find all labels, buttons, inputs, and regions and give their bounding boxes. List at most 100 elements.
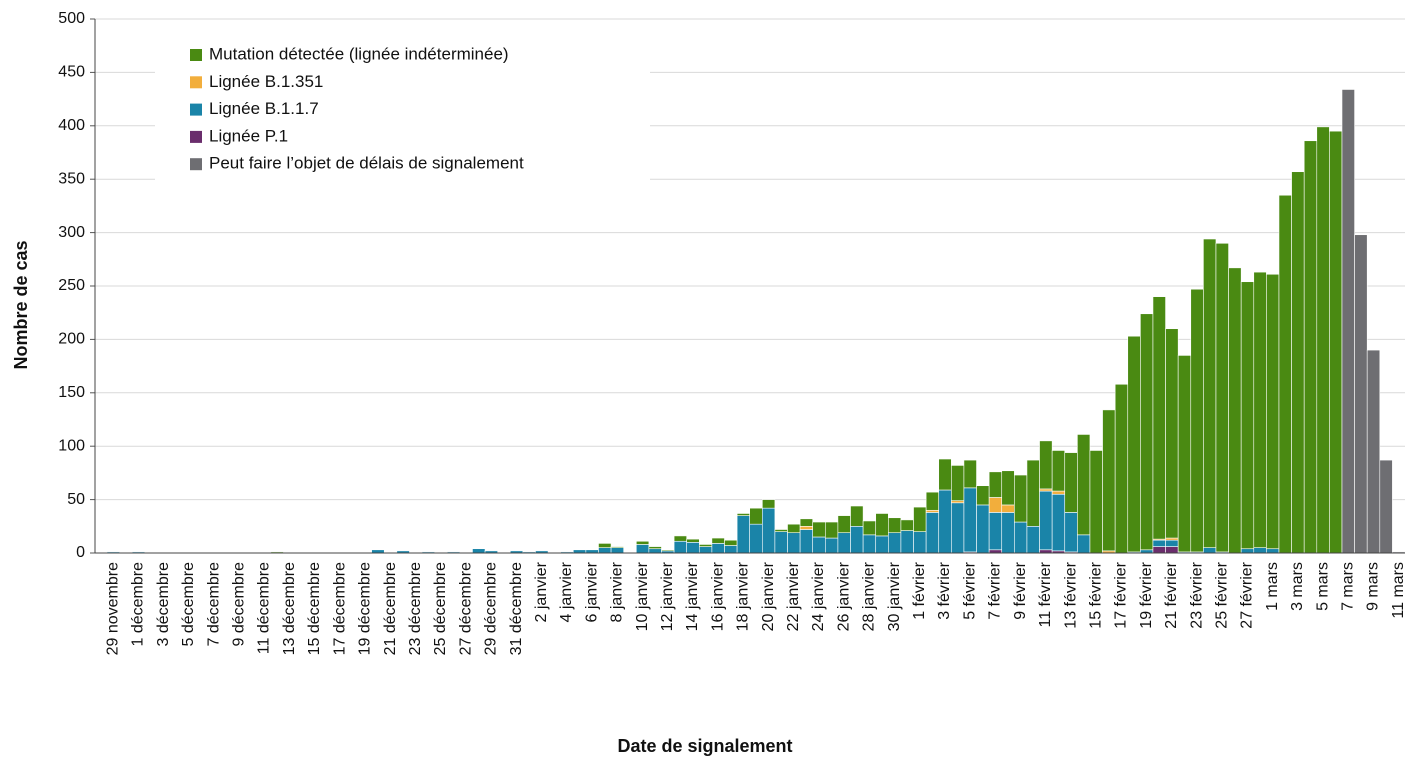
bar-segment (1253, 547, 1267, 554)
bar-segment (812, 521, 826, 538)
y-tick-label: 300 (58, 224, 85, 241)
legend-label: Lignée B.1.351 (209, 72, 323, 91)
bar-segment (1253, 271, 1267, 548)
bar-segment (1240, 281, 1255, 550)
bar-segment (837, 532, 851, 554)
legend-swatch (190, 130, 202, 143)
bar-segment (1064, 452, 1078, 513)
x-tick-label: 3 février (936, 561, 953, 619)
bar-segment (648, 546, 662, 550)
bar-segment (1203, 547, 1217, 554)
bar-segment (1379, 459, 1393, 554)
bar-segment (1316, 126, 1330, 554)
bar-segment (963, 487, 977, 553)
bar-segment (1215, 242, 1229, 553)
x-tick-label: 3 décembre (155, 562, 172, 647)
bar-segment (724, 539, 738, 546)
bar-segment (1291, 171, 1305, 554)
bar-segment (673, 540, 687, 554)
bar-segment (1152, 296, 1166, 540)
x-tick-label: 8 janvier (609, 561, 626, 622)
bar-segment (900, 519, 914, 531)
bar-segment (1026, 525, 1040, 554)
bar-segment (1303, 140, 1318, 554)
x-tick-label: 20 janvier (760, 561, 777, 631)
bar-segment (812, 536, 826, 554)
legend-swatch (190, 158, 202, 171)
bar-segment (850, 505, 864, 527)
x-tick-label: 30 janvier (886, 561, 903, 631)
bar-segment (1039, 488, 1053, 492)
x-tick-label: 31 décembre (508, 562, 525, 655)
y-tick-label: 200 (58, 331, 85, 348)
bar-segment (837, 515, 851, 534)
bar-segment (724, 545, 738, 554)
bar-segment (1190, 288, 1204, 553)
bar-segment (1329, 130, 1343, 554)
x-tick-label: 1 décembre (130, 562, 147, 647)
bar-segment (913, 506, 927, 532)
x-tick-label: 11 février (1037, 561, 1054, 627)
bar-segment (635, 540, 650, 545)
bar-segment (762, 507, 776, 554)
x-tick-label: 4 janvier (558, 561, 575, 622)
x-tick-label: 16 janvier (709, 561, 726, 631)
x-tick-label: 27 décembre (457, 562, 474, 655)
bar-segment (875, 535, 889, 554)
y-tick-label: 150 (58, 384, 85, 401)
x-tick-label: 7 décembre (205, 562, 222, 647)
bar-segment (749, 507, 763, 525)
x-tick-label: 21 décembre (382, 562, 399, 655)
x-tick-label: 9 mars (1365, 562, 1382, 611)
legend-swatch (190, 49, 202, 61)
bar-segment (925, 512, 940, 554)
bar-segment (1240, 548, 1255, 554)
bar-segment (711, 543, 725, 554)
bar-segment (1152, 546, 1166, 554)
bar-segment (1039, 490, 1053, 551)
bar-segment (963, 459, 977, 489)
bar-segment (774, 531, 788, 554)
bar-segment (686, 542, 700, 554)
legend-swatch (190, 103, 202, 116)
x-tick-label: 7 février (987, 561, 1004, 619)
x-tick-label: 3 mars (1289, 562, 1306, 611)
x-tick-label: 19 décembre (357, 562, 374, 655)
bar-segment (938, 489, 952, 554)
x-tick-label: 15 décembre (306, 562, 323, 655)
bar-segment (1165, 537, 1179, 541)
x-tick-label: 7 mars (1340, 562, 1357, 611)
bar-segment (1266, 273, 1280, 550)
bar-segment (925, 491, 940, 511)
bar-segment (951, 502, 965, 554)
bar-segment (938, 458, 952, 491)
legend-label: Peut faire l’objet de délais de signalem… (209, 154, 524, 173)
bar-segment (1089, 450, 1103, 554)
bar-segment (799, 518, 814, 527)
x-tick-label: 25 février (1213, 561, 1230, 628)
y-tick-label: 250 (58, 277, 85, 294)
bar-segment (787, 523, 801, 534)
x-tick-label: 5 décembre (180, 562, 197, 647)
bar-segment (698, 546, 713, 554)
y-tick-label: 350 (58, 170, 85, 187)
bar-segment (988, 497, 1003, 513)
bar-segment (1077, 434, 1091, 536)
bar-segment (1014, 474, 1028, 523)
y-tick-label: 450 (58, 64, 85, 81)
x-tick-label: 12 janvier (659, 561, 676, 631)
x-tick-label: 18 janvier (735, 561, 752, 631)
bar-segment (1165, 539, 1179, 547)
bar-segment (686, 538, 700, 543)
y-tick-label: 500 (58, 10, 85, 27)
bar-segment (635, 544, 650, 554)
x-tick-label: 5 février (961, 561, 978, 619)
bar-segment (1102, 409, 1116, 552)
bar-segment (900, 530, 914, 554)
bar-segment (951, 500, 965, 504)
y-tick-label: 400 (58, 117, 85, 134)
x-axis-title: Date de signalement (617, 736, 792, 756)
x-tick-label: 11 décembre (256, 562, 273, 654)
legend-label: Lignée P.1 (209, 126, 288, 145)
y-tick-label: 50 (67, 491, 85, 508)
